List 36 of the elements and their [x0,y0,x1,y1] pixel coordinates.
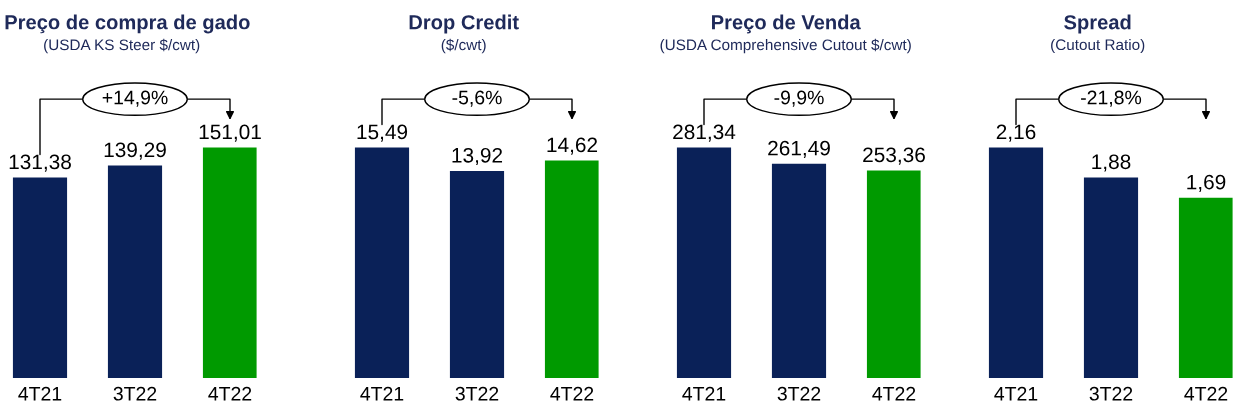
chart-subtitle: ($/cwt) [441,38,486,54]
data-label: 253,36 [863,147,925,165]
data-label: 1,88 [1092,154,1131,172]
data-label: 15,49 [357,124,408,142]
x-tick-label: 3T22 [777,386,821,401]
x-tick-label: 4T22 [208,386,252,401]
chart-subtitle: (Cutout Ratio) [1051,38,1145,54]
data-label: 13,92 [452,147,503,166]
x-tick-label: 4T22 [1184,386,1228,401]
data-label: 281,34 [673,124,736,142]
x-tick-label: 4T21 [360,386,404,401]
data-label: 139,29 [104,142,166,160]
data-label: 14,62 [547,137,598,155]
x-tick-label: 4T21 [994,386,1038,401]
text: -5,6% [452,90,502,107]
chart-title: Preço de Venda [712,14,861,34]
text: -21,8% [1081,90,1142,107]
chart-title: Spread [1064,14,1131,34]
chart-subtitle: (USDA Comprehensive Cutout $/cwt) [660,38,911,54]
data-label: 151,01 [199,124,261,142]
data-label: 1,69 [1187,174,1226,192]
x-tick-label: 4T22 [550,386,594,401]
chart-title: Drop Credit [409,14,519,34]
chart-subtitle: (USDA KS Steer $/cwt) [44,38,200,54]
text: +14,9% [102,90,168,107]
chart-title: Preço de compra de gado [5,14,250,34]
data-label: 261,49 [768,140,830,158]
x-tick-label: 3T22 [1089,386,1133,401]
x-tick-label: 3T22 [113,386,157,401]
data-label: 131,38 [9,154,71,172]
x-tick-label: 3T22 [455,386,499,401]
data-label: 2,16 [996,124,1036,142]
x-tick-label: 4T21 [18,386,62,401]
text: -9,9% [774,90,824,107]
x-tick-label: 4T21 [682,386,726,401]
x-tick-label: 4T22 [872,386,916,401]
